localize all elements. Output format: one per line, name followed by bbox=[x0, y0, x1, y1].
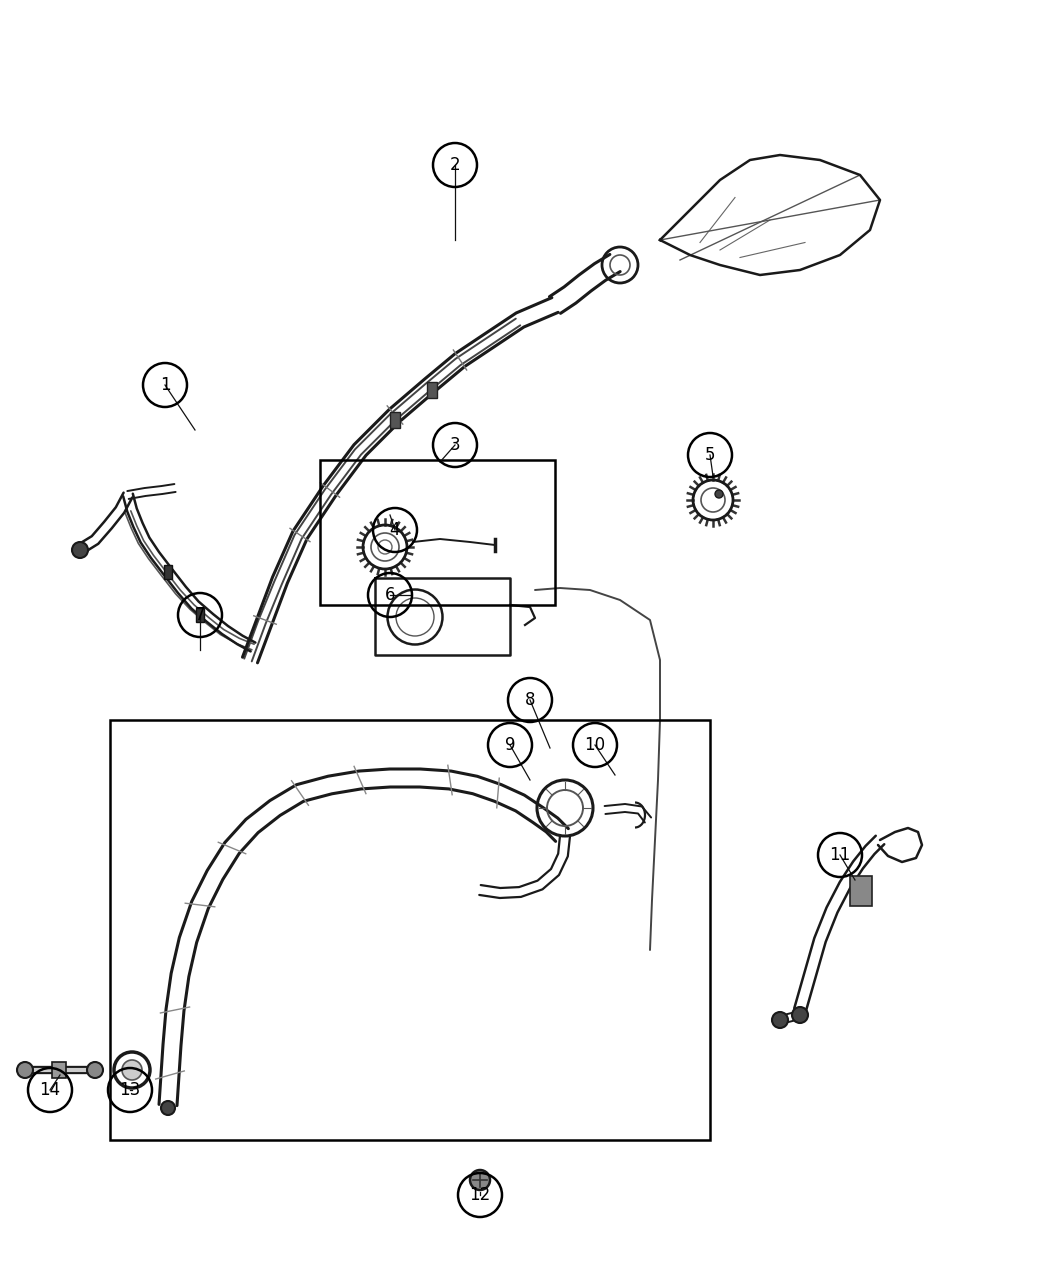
Text: 9: 9 bbox=[505, 736, 516, 754]
Circle shape bbox=[161, 1102, 175, 1116]
Bar bbox=[196, 608, 204, 622]
Bar bbox=[390, 412, 400, 428]
Bar bbox=[427, 382, 437, 398]
Bar bbox=[850, 876, 871, 907]
Circle shape bbox=[17, 1062, 33, 1077]
Bar bbox=[110, 720, 710, 1140]
Text: 13: 13 bbox=[120, 1081, 141, 1099]
Circle shape bbox=[792, 1007, 809, 1023]
Text: 11: 11 bbox=[830, 847, 850, 864]
Circle shape bbox=[470, 1170, 490, 1190]
Text: 1: 1 bbox=[160, 376, 170, 394]
Text: 8: 8 bbox=[525, 691, 536, 709]
Circle shape bbox=[87, 1062, 103, 1077]
Text: 7: 7 bbox=[194, 606, 205, 623]
Bar bbox=[164, 565, 172, 579]
Circle shape bbox=[122, 1060, 142, 1080]
Circle shape bbox=[72, 542, 88, 558]
Text: 3: 3 bbox=[449, 436, 460, 454]
Text: 14: 14 bbox=[40, 1081, 61, 1099]
Text: 10: 10 bbox=[585, 736, 606, 754]
Bar bbox=[52, 1062, 66, 1077]
Text: 4: 4 bbox=[390, 521, 400, 539]
Text: 6: 6 bbox=[384, 586, 395, 604]
Circle shape bbox=[772, 1012, 788, 1028]
Bar bbox=[320, 460, 555, 606]
Text: 2: 2 bbox=[449, 156, 460, 173]
Text: 12: 12 bbox=[469, 1186, 490, 1204]
Circle shape bbox=[715, 490, 723, 499]
Text: 5: 5 bbox=[705, 446, 715, 464]
